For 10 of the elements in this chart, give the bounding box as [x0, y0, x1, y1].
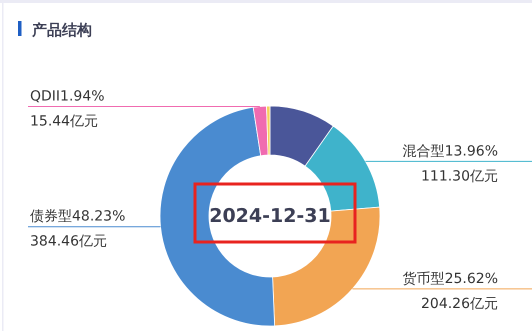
text: 384.46亿元	[30, 234, 107, 250]
text: 2024-12-31	[209, 205, 331, 227]
slice-label: 债券型48.23%	[30, 208, 126, 225]
slice-label: 混合型13.96%	[402, 143, 498, 160]
slice-label: 货币型25.62%	[402, 270, 498, 287]
text: 204.26亿元	[421, 296, 498, 312]
text: 111.30亿元	[421, 168, 498, 184]
slice-label: QDII1.94%	[30, 88, 105, 104]
chart-title: 产品结构	[31, 21, 92, 39]
text: 15.44亿元	[30, 113, 98, 130]
